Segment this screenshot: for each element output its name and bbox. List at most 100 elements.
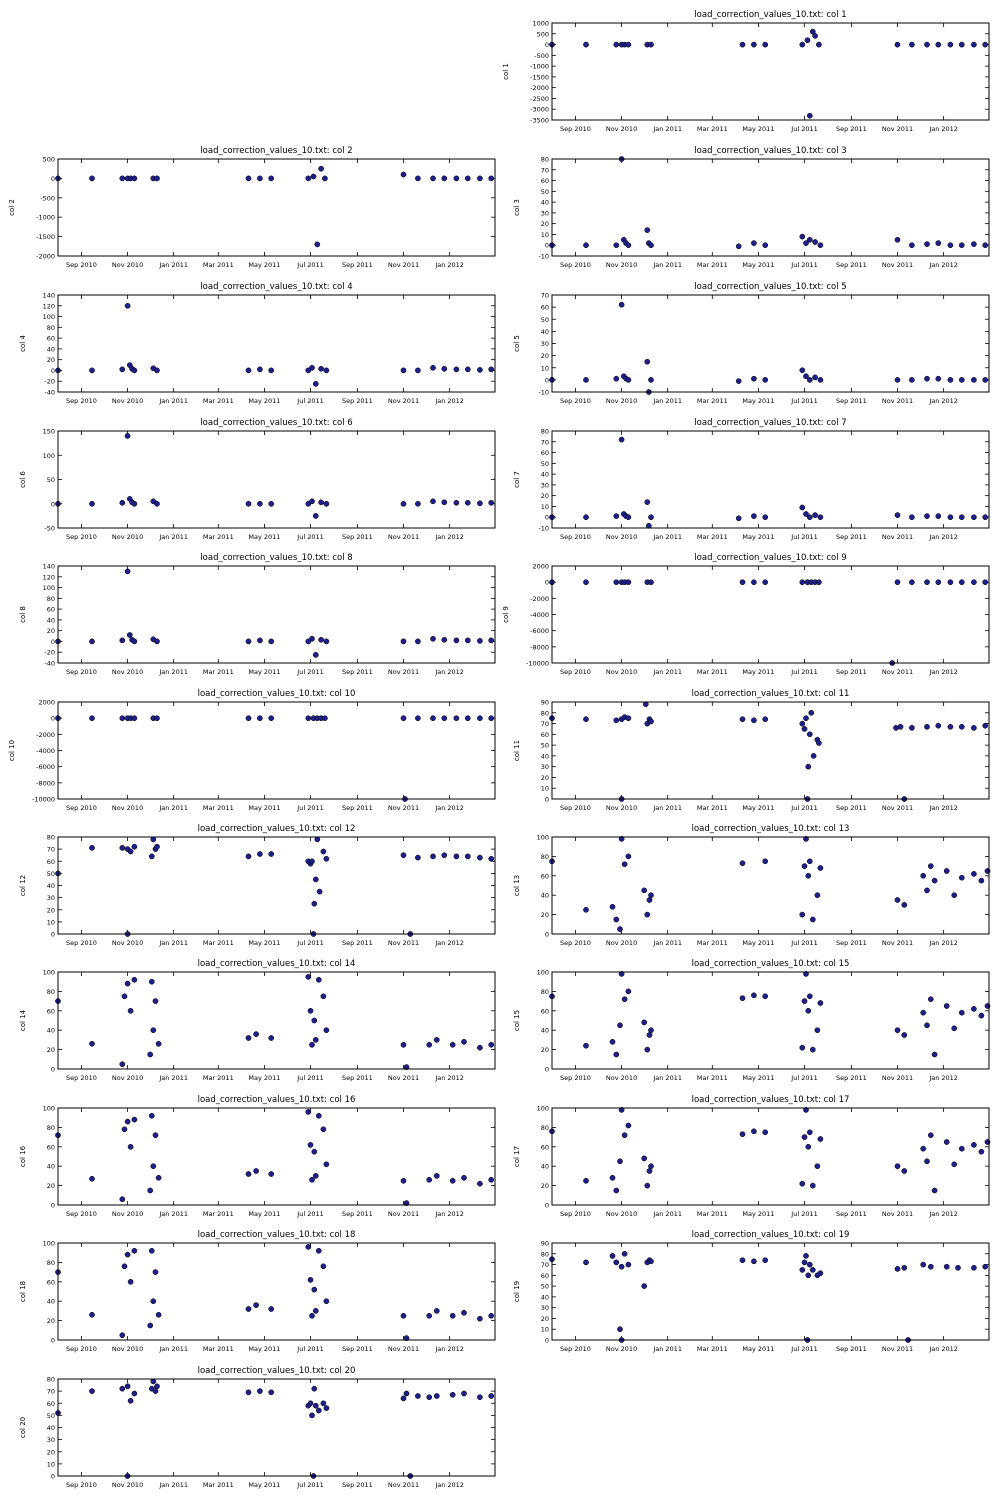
y-tick-label: 0 <box>51 1202 55 1210</box>
x-tick-label: Nov 2011 <box>388 939 419 947</box>
y-axis-label: col 3 <box>513 199 521 216</box>
data-point <box>810 753 817 759</box>
x-tick-label: Sep 2011 <box>342 1345 373 1353</box>
data-point <box>806 858 813 865</box>
y-tick-label: 60 <box>541 731 549 739</box>
data-point <box>119 637 126 644</box>
y-tick-label: 10 <box>541 1326 549 1334</box>
data-point <box>625 1122 632 1129</box>
data-point <box>400 852 407 859</box>
data-point <box>806 1129 813 1136</box>
x-tick-label: Jul 2011 <box>296 1345 323 1353</box>
data-point <box>609 1174 616 1181</box>
data-point <box>400 500 407 507</box>
y-tick-label: -20 <box>44 378 55 386</box>
x-tick-label: May 2011 <box>742 1074 774 1082</box>
y-tick-label: 40 <box>47 616 55 624</box>
y-tick-label: 80 <box>541 988 549 996</box>
data-point <box>245 853 252 860</box>
data-point <box>751 1128 757 1135</box>
x-tick-label: Jan 2012 <box>928 533 958 541</box>
chart-title: load_correction_values_10.txt: col 17 <box>692 1095 850 1105</box>
subplot-18: load_correction_values_10.txt: col 18 col… <box>19 1230 496 1353</box>
data-point <box>809 1046 816 1053</box>
data-point <box>400 1312 407 1319</box>
y-tick-label: 20 <box>541 352 549 360</box>
y-tick-label: 100 <box>43 452 55 460</box>
data-point <box>613 1187 620 1194</box>
y-tick-label: 500 <box>537 30 549 38</box>
data-point <box>403 1200 410 1206</box>
data-point <box>477 638 483 644</box>
x-tick-label: Jan 2011 <box>652 1074 682 1082</box>
data-point <box>268 851 275 857</box>
x-tick-label: Nov 2011 <box>388 1345 419 1353</box>
data-point <box>625 514 632 521</box>
x-tick-label: Nov 2010 <box>112 397 143 405</box>
data-point <box>625 377 632 383</box>
plot-frame <box>57 701 496 800</box>
data-point <box>461 1390 467 1397</box>
y-tick-label: 50 <box>47 870 55 878</box>
data-point <box>312 652 319 658</box>
subplot-10: load_correction_values_10.txt: col 10 col… <box>8 689 496 812</box>
data-point <box>817 865 824 871</box>
data-point <box>909 377 915 383</box>
x-tick-label: Nov 2011 <box>882 533 913 541</box>
data-point <box>311 1286 318 1293</box>
x-tick-label: Sep 2010 <box>66 939 97 947</box>
x-tick-label: Jan 2012 <box>928 668 958 676</box>
data-point <box>311 1017 318 1024</box>
data-point <box>947 377 954 383</box>
data-point <box>817 377 824 383</box>
data-point <box>583 906 589 913</box>
data-point <box>648 41 654 48</box>
data-point <box>464 366 471 373</box>
data-point <box>805 1143 812 1150</box>
y-tick-label: 40 <box>541 1293 549 1301</box>
data-point <box>806 731 813 738</box>
data-point <box>803 1253 809 1259</box>
y-tick-label: 100 <box>537 1105 549 1113</box>
data-point <box>924 513 930 519</box>
data-point <box>119 1061 126 1068</box>
chart-title: load_correction_values_10.txt: col 1 <box>694 10 846 20</box>
data-point <box>799 579 806 586</box>
data-point <box>430 853 436 860</box>
data-point <box>618 1107 625 1113</box>
chart-title: load_correction_values_10.txt: col 3 <box>694 146 846 156</box>
x-tick-label: Mar 2011 <box>697 939 728 947</box>
data-point <box>309 1312 315 1319</box>
data-point <box>751 513 757 519</box>
y-tick-label: 80 <box>47 988 55 996</box>
x-tick-label: Jan 2012 <box>928 1074 958 1082</box>
data-point <box>488 637 495 644</box>
y-tick-label: 2000 <box>38 699 55 707</box>
data-point <box>131 175 138 182</box>
y-tick-label: 40 <box>47 345 55 353</box>
x-tick-label: Jan 2011 <box>158 533 188 541</box>
x-tick-label: May 2011 <box>248 1345 280 1353</box>
data-point <box>148 1247 155 1254</box>
data-point <box>488 1312 495 1319</box>
data-points <box>55 302 495 387</box>
plot-frame <box>551 158 990 257</box>
data-point <box>131 715 138 722</box>
y-tick-label: 0 <box>545 41 549 49</box>
data-point <box>245 500 252 507</box>
subplot-12: load_correction_values_10.txt: col 12 col… <box>19 824 496 947</box>
x-tick-label: Nov 2010 <box>606 668 637 676</box>
data-point <box>253 1031 259 1037</box>
data-point <box>951 892 958 899</box>
y-tick-label: 30 <box>47 1436 55 1444</box>
y-tick-label: 60 <box>47 858 55 866</box>
data-point <box>305 715 312 722</box>
data-point <box>644 227 651 233</box>
y-tick-label: 40 <box>47 1163 55 1171</box>
y-axis-label: col 5 <box>513 335 521 352</box>
data-point <box>943 1003 950 1009</box>
x-tick-label: Jan 2012 <box>928 261 958 269</box>
data-point <box>318 636 324 643</box>
data-point <box>268 1306 275 1312</box>
